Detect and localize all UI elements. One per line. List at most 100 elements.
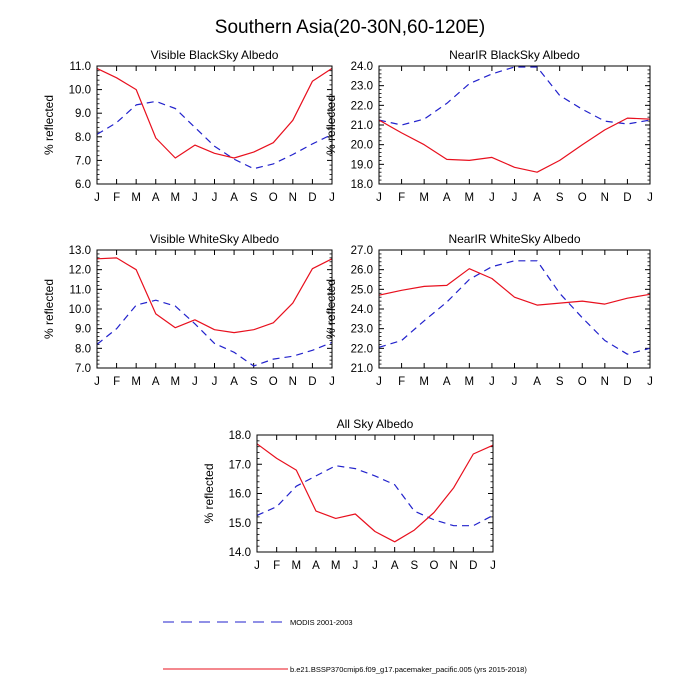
x-tick-label: F [398,376,405,388]
y-axis-label: % reflected [42,95,56,155]
x-tick-label: F [113,192,120,204]
x-tick-label: J [254,560,260,572]
figure-title: Southern Asia(20-30N,60-120E) [215,17,485,38]
x-tick-label: F [398,192,405,204]
x-tick-label: J [212,192,218,204]
x-tick-label: J [489,192,495,204]
x-tick-label: A [443,192,451,204]
panel-nearir-blacksky-albedo: NearIR BlackSky Albedo % reflected J F M A M J J… [324,48,653,204]
series-obs-line [378,260,651,355]
x-tick-label: J [647,192,653,204]
x-tick-label: A [391,560,399,572]
y-tick-label: 27.0 [351,245,373,257]
series-model-line [378,268,651,306]
legend-model-label: b.e21.BSSP370cmip6.f09_g17.pacemaker_pac… [290,665,527,674]
x-tick-label: D [623,192,631,204]
x-tick-label: D [623,376,631,388]
x-tick-label: A [533,376,541,388]
x-tick-label: N [289,376,297,388]
legend-obs-label: MODIS 2001-2003 [290,618,353,627]
y-tick-label: 26.0 [351,265,373,277]
y-tick-label: 25.0 [351,284,373,296]
x-tick-label: N [601,376,609,388]
y-tick-label: 24.0 [351,304,373,316]
y-tick-label: 23.0 [351,324,373,336]
x-tick-label: D [469,560,477,572]
y-tick-label: 23.0 [351,81,373,93]
y-tick-label: 7.0 [75,363,91,375]
y-tick-label: 14.0 [229,547,251,559]
y-tick-label: 15.0 [229,518,251,530]
x-tick-label: N [289,192,297,204]
y-axis-label: % reflected [202,463,216,523]
x-tick-label: M [131,192,141,204]
y-tick-label: 24.0 [351,61,373,73]
series-obs-line [256,465,494,527]
x-tick-label: S [250,192,258,204]
x-tick-label: A [443,376,451,388]
x-tick-label: J [489,376,495,388]
x-tick-label: J [352,560,358,572]
y-tick-label: 21.0 [351,120,373,132]
y-tick-label: 22.0 [351,343,373,355]
x-tick-label: F [273,560,280,572]
series-obs-line [378,66,651,126]
plot-frame [378,249,651,369]
x-tick-label: J [329,376,335,388]
panel-title: NearIR WhiteSky Albedo [448,232,580,246]
x-tick-label: J [94,192,100,204]
plot-frame [96,65,333,185]
y-tick-label: 9.0 [75,108,91,120]
y-tick-label: 11.0 [69,284,91,296]
series-obs-line [96,299,333,367]
y-tick-label: 12.0 [69,265,91,277]
panel-title: NearIR BlackSky Albedo [449,48,580,62]
y-tick-label: 19.0 [351,159,373,171]
y-tick-label: 9.0 [75,324,91,336]
x-tick-label: O [269,376,278,388]
y-tick-label: 22.0 [351,100,373,112]
panel-title: Visible WhiteSky Albedo [150,232,280,246]
series-model-line [256,443,494,543]
x-tick-label: N [450,560,458,572]
x-tick-label: M [131,376,141,388]
x-tick-label: S [556,376,564,388]
y-tick-label: 18.0 [351,179,373,191]
y-axis-label: % reflected [324,279,338,339]
x-tick-label: A [312,560,320,572]
x-tick-label: M [171,192,181,204]
panel-title: Visible BlackSky Albedo [151,48,279,62]
x-tick-label: M [465,192,475,204]
x-tick-label: M [419,192,429,204]
x-tick-label: M [465,376,475,388]
x-tick-label: O [269,192,278,204]
x-tick-label: M [331,560,341,572]
y-tick-label: 10.0 [69,85,91,97]
y-tick-label: 18.0 [229,430,251,442]
series-obs-line [96,100,333,170]
x-tick-label: A [152,192,160,204]
x-tick-label: J [376,192,382,204]
x-tick-label: A [230,192,238,204]
x-tick-label: M [292,560,302,572]
series-model-line [378,117,651,173]
panel-title: All Sky Albedo [337,417,414,431]
y-tick-label: 7.0 [75,155,91,167]
legend: MODIS 2001-2003 b.e21.BSSP370cmip6.f09_g… [163,618,527,674]
series-model-line [96,67,333,159]
y-tick-label: 21.0 [351,363,373,375]
y-tick-label: 17.0 [229,459,251,471]
x-tick-label: S [250,376,258,388]
plot-frame [96,249,333,369]
x-tick-label: J [94,376,100,388]
x-tick-label: A [230,376,238,388]
y-tick-label: 8.0 [75,132,91,144]
x-tick-label: J [512,192,518,204]
x-tick-label: O [430,560,439,572]
panel-nearir-whitesky-albedo: NearIR WhiteSky Albedo % reflected J F M A M J J… [324,232,653,388]
